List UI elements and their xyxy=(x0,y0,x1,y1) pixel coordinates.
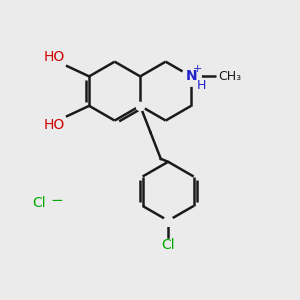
Text: HO: HO xyxy=(44,118,65,133)
Text: +: + xyxy=(193,64,202,74)
Text: CH₃: CH₃ xyxy=(218,70,242,83)
Text: Cl: Cl xyxy=(161,238,175,252)
Text: −: − xyxy=(50,193,63,208)
Text: Cl: Cl xyxy=(32,196,46,210)
Text: N: N xyxy=(185,69,197,83)
Text: H: H xyxy=(197,79,206,92)
Text: HO: HO xyxy=(44,50,65,64)
